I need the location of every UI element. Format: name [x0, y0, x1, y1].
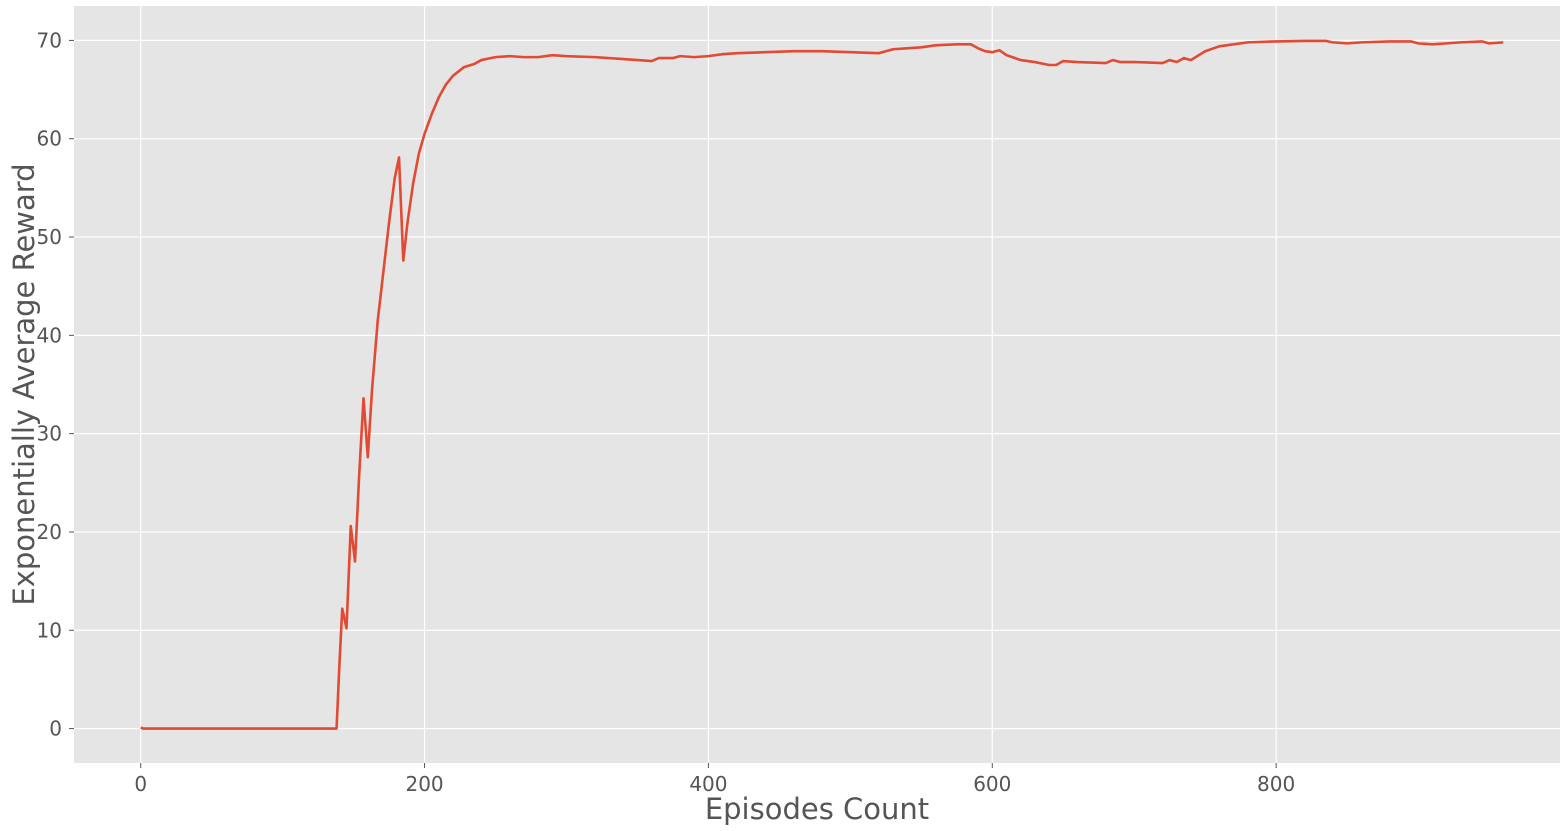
- x-axis-ticks: 0 200 400 600 800: [134, 763, 1295, 796]
- series-line: [140, 39, 1504, 730]
- x-tick-label: 200: [405, 772, 443, 796]
- x-tick-label: 400: [689, 772, 727, 796]
- y-tick-label: 0: [49, 717, 62, 741]
- y-tick-label: 10: [37, 618, 62, 642]
- y-tick-label: 20: [37, 520, 62, 544]
- plot-background: [74, 6, 1560, 763]
- x-tick-label: 800: [1257, 772, 1295, 796]
- y-tick-label: 50: [37, 225, 62, 249]
- y-tick-label: 40: [37, 323, 62, 347]
- y-tick-label: 70: [37, 28, 62, 52]
- x-tick-label: 0: [134, 772, 147, 796]
- y-tick-label: 60: [37, 127, 62, 151]
- y-axis-ticks: 0 10 20 30 40 50 60 70: [37, 28, 74, 741]
- x-axis-title: Episodes Count: [705, 792, 929, 826]
- y-tick-label: 30: [37, 422, 62, 446]
- y-axis-title: Exponentially Average Reward: [7, 163, 41, 605]
- x-tick-label: 600: [973, 772, 1011, 796]
